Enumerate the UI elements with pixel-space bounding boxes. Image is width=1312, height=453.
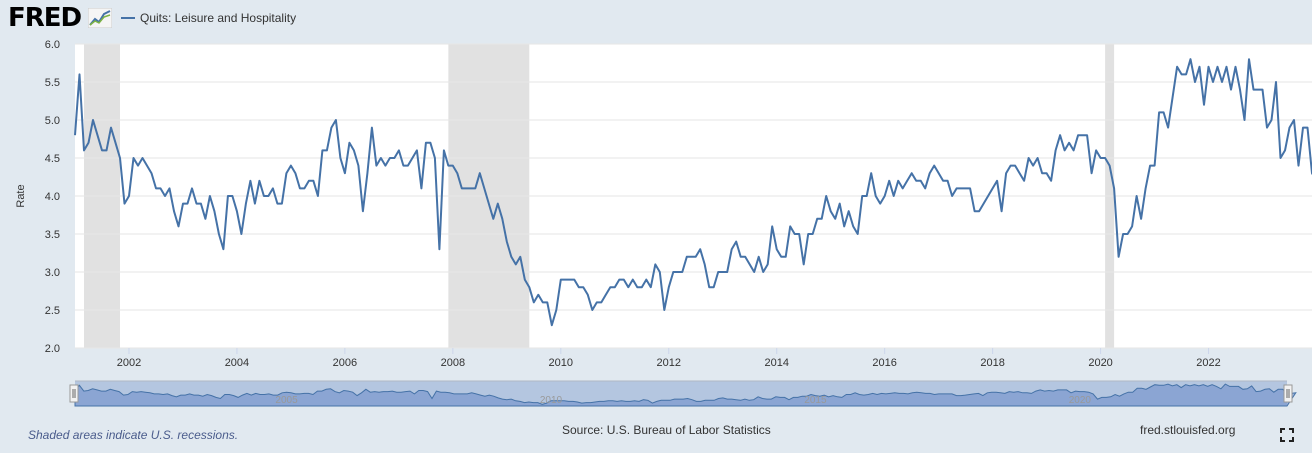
chart-header: FRED Quits: Leisure and Hospitality <box>0 0 1312 38</box>
logo-graph-icon <box>88 8 112 28</box>
x-tick-label: 2020 <box>1088 357 1112 369</box>
legend-swatch <box>121 17 135 19</box>
navigator-label: 2010 <box>540 395 563 406</box>
x-axis: 2002 2004 2006 2008 2010 2012 2014 2016 2018 2020… <box>117 348 1221 369</box>
y-tick-label: 2.0 <box>45 343 60 355</box>
y-tick-label: 3.0 <box>45 267 60 279</box>
x-tick-label: 2006 <box>333 357 357 369</box>
x-tick-label: 2014 <box>764 357 788 369</box>
fred-url-link[interactable]: fred.stlouisfed.org <box>1140 423 1236 437</box>
fred-logo[interactable]: FRED <box>8 3 82 33</box>
navigator-label: 2005 <box>275 395 298 406</box>
legend[interactable]: Quits: Leisure and Hospitality <box>121 11 296 25</box>
source-text: Source: U.S. Bureau of Labor Statistics <box>562 423 771 437</box>
series-line[interactable] <box>74 58 1312 327</box>
gridlines <box>75 43 1312 349</box>
legend-label: Quits: Leisure and Hospitality <box>140 11 297 25</box>
y-axis-label: Rate <box>15 184 27 207</box>
x-tick-label: 2002 <box>117 357 141 369</box>
x-tick-label: 2008 <box>441 357 465 369</box>
x-tick-label: 2018 <box>980 357 1004 369</box>
y-tick-label: 6.0 <box>45 39 60 51</box>
navigator-series <box>74 383 1297 407</box>
navigator-label: 2015 <box>804 395 827 406</box>
y-tick-label: 5.0 <box>45 115 60 127</box>
y-tick-label: 2.5 <box>45 305 60 317</box>
y-tick-label: 3.5 <box>45 229 60 241</box>
x-tick-label: 2004 <box>225 357 249 369</box>
x-tick-label: 2010 <box>549 357 573 369</box>
navigator-labels: 2005 2010 2015 2020 <box>275 395 1091 406</box>
fullscreen-icon[interactable] <box>1280 428 1294 442</box>
x-tick-label: 2012 <box>657 357 681 369</box>
range-navigator[interactable]: 2005 2010 2015 2020 <box>69 380 1297 407</box>
navigator-right-handle[interactable] <box>1283 384 1293 403</box>
chart[interactable]: 2.0 2.5 3.0 3.5 4.0 4.5 5.0 5.5 6.0 2002 2004 2006… <box>0 0 1312 420</box>
x-tick-label: 2022 <box>1196 357 1220 369</box>
y-axis: 2.0 2.5 3.0 3.5 4.0 4.5 5.0 5.5 6.0 <box>45 39 60 355</box>
recession-note: Shaded areas indicate U.S. recessions. <box>28 428 239 442</box>
navigator-label: 2020 <box>1069 395 1092 406</box>
y-tick-label: 4.5 <box>45 153 60 165</box>
y-tick-label: 4.0 <box>45 191 60 203</box>
y-tick-label: 5.5 <box>45 77 60 89</box>
navigator-left-handle[interactable] <box>69 384 79 403</box>
x-tick-label: 2016 <box>872 357 896 369</box>
